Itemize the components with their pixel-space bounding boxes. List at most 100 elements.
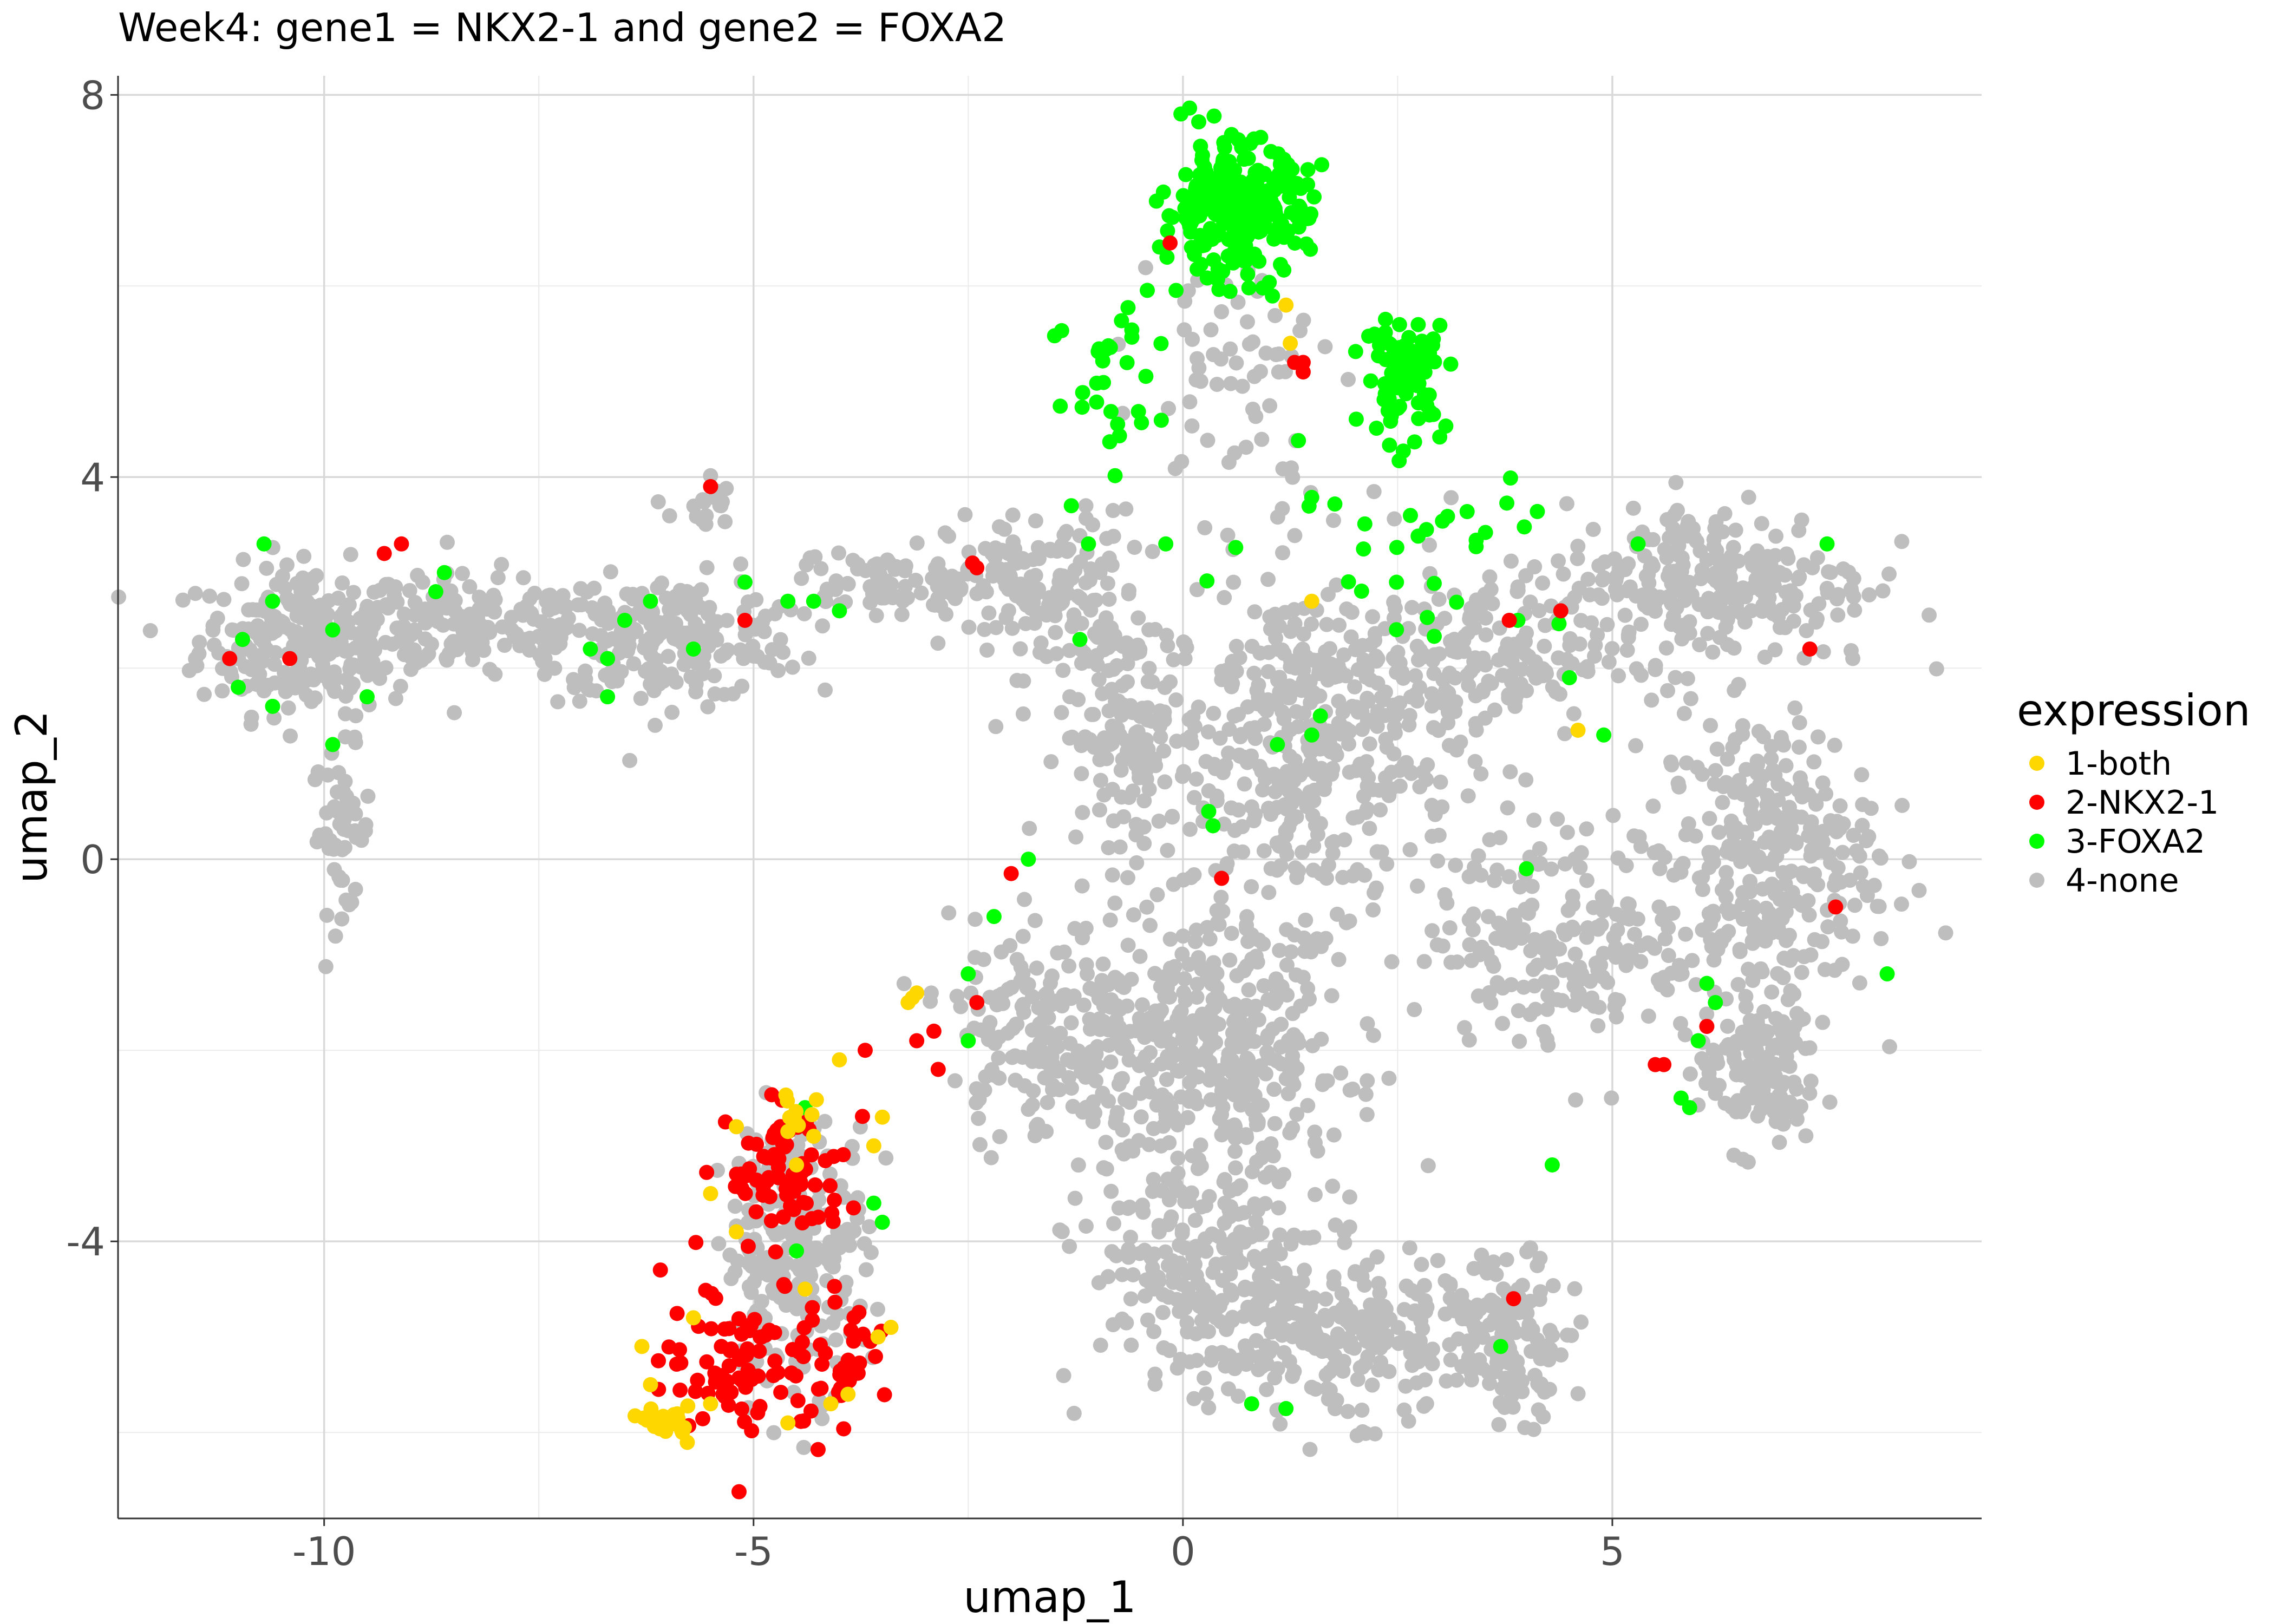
point-4-none [1098, 610, 1114, 626]
point-4-none [1437, 1273, 1453, 1289]
point-4-none [1618, 958, 1634, 973]
point-4-none [1699, 1006, 1715, 1022]
point-4-none [1773, 1079, 1789, 1095]
point-4-none [1357, 867, 1373, 883]
point-4-none [1290, 719, 1306, 735]
point-4-none [1467, 620, 1482, 636]
point-4-none [1585, 521, 1601, 537]
point-2-NKX2-1 [768, 1244, 783, 1260]
point-4-none [372, 671, 388, 686]
point-4-none [711, 1236, 727, 1252]
point-3-FOXA2 [1095, 353, 1110, 369]
point-4-none [1105, 503, 1121, 519]
point-3-FOXA2 [1449, 594, 1465, 610]
point-4-none [1477, 587, 1493, 603]
point-4-none [1227, 445, 1243, 461]
point-3-FOXA2 [1272, 212, 1288, 228]
point-4-none [1708, 763, 1723, 778]
point-4-none [1779, 546, 1794, 562]
point-3-FOXA2 [1160, 223, 1175, 239]
point-4-none [507, 629, 522, 645]
point-4-none [1283, 1236, 1299, 1252]
point-4-none [1528, 1001, 1544, 1017]
point-4-none [1668, 670, 1683, 685]
point-3-FOXA2 [986, 909, 1002, 925]
point-4-none [1169, 1063, 1185, 1079]
point-4-none [1194, 1313, 1210, 1328]
legend-key-2-NKX2-1 [2029, 795, 2044, 810]
point-4-none [1489, 862, 1505, 878]
point-4-none [1373, 802, 1388, 818]
point-2-NKX2-1 [740, 1239, 756, 1254]
point-4-none [799, 1263, 814, 1279]
point-3-FOXA2 [1213, 160, 1229, 176]
point-4-none [1105, 1317, 1121, 1333]
point-4-none [296, 548, 312, 564]
point-4-none [1266, 1082, 1282, 1097]
point-4-none [1435, 695, 1451, 711]
point-4-none [1325, 1178, 1341, 1194]
point-4-none [142, 623, 158, 639]
point-4-none [1833, 913, 1848, 929]
point-4-none [896, 976, 912, 992]
point-4-none [1190, 1161, 1206, 1176]
x-axis-ticks: -10 -5 0 5 [292, 1518, 1625, 1574]
point-4-none [1680, 518, 1695, 534]
point-4-none [796, 606, 812, 621]
point-4-none [1402, 842, 1418, 857]
point-4-none [1239, 1001, 1255, 1017]
point-2-NKX2-1 [734, 1181, 750, 1196]
point-4-none [1401, 621, 1416, 637]
point-4-none [971, 1091, 987, 1107]
point-4-none [1644, 692, 1659, 708]
point-4-none [1766, 836, 1782, 852]
point-4-none [1273, 1312, 1289, 1327]
point-4-none [1155, 1305, 1171, 1320]
point-4-none [1911, 882, 1927, 898]
point-1-both [643, 1377, 658, 1392]
point-4-none [1254, 431, 1270, 447]
point-4-none [1208, 1256, 1224, 1272]
point-4-none [1326, 1127, 1342, 1143]
x-axis-label: umap_1 [963, 1572, 1136, 1622]
point-4-none [1507, 637, 1522, 652]
point-4-none [1304, 1379, 1319, 1395]
point-4-none [1363, 672, 1378, 687]
point-4-none [1204, 1068, 1220, 1083]
point-4-none [1522, 594, 1538, 610]
point-4-none [1149, 887, 1165, 902]
point-4-none [1570, 987, 1586, 1003]
point-4-none [722, 1247, 738, 1263]
point-4-none [1830, 607, 1846, 623]
point-4-none [1808, 796, 1824, 812]
point-2-NKX2-1 [846, 1200, 861, 1216]
point-4-none [1276, 711, 1292, 727]
point-4-none [1796, 949, 1812, 965]
point-4-none [1227, 1143, 1243, 1159]
point-4-none [1045, 1078, 1061, 1093]
point-4-none [1757, 589, 1773, 605]
point-4-none [1161, 1189, 1177, 1204]
point-4-none [1601, 654, 1617, 670]
point-2-NKX2-1 [766, 1368, 781, 1384]
point-4-none [1809, 550, 1825, 566]
point-4-none [1409, 878, 1425, 894]
point-4-none [1215, 1273, 1231, 1288]
point-3-FOXA2 [1276, 262, 1292, 278]
point-4-none [1894, 534, 1910, 549]
point-4-none [1781, 865, 1797, 880]
point-4-none [1663, 754, 1679, 770]
point-4-none [885, 590, 900, 606]
point-3-FOXA2 [1389, 622, 1404, 638]
point-4-none [1768, 528, 1784, 544]
point-4-none [1715, 795, 1730, 810]
point-4-none [683, 669, 699, 685]
point-4-none [1484, 676, 1499, 691]
point-2-NKX2-1 [796, 1413, 812, 1429]
point-4-none [1901, 854, 1917, 869]
point-4-none [1189, 990, 1205, 1005]
point-4-none [1044, 968, 1060, 984]
point-4-none [1077, 1059, 1093, 1075]
point-4-none [1512, 1033, 1527, 1049]
